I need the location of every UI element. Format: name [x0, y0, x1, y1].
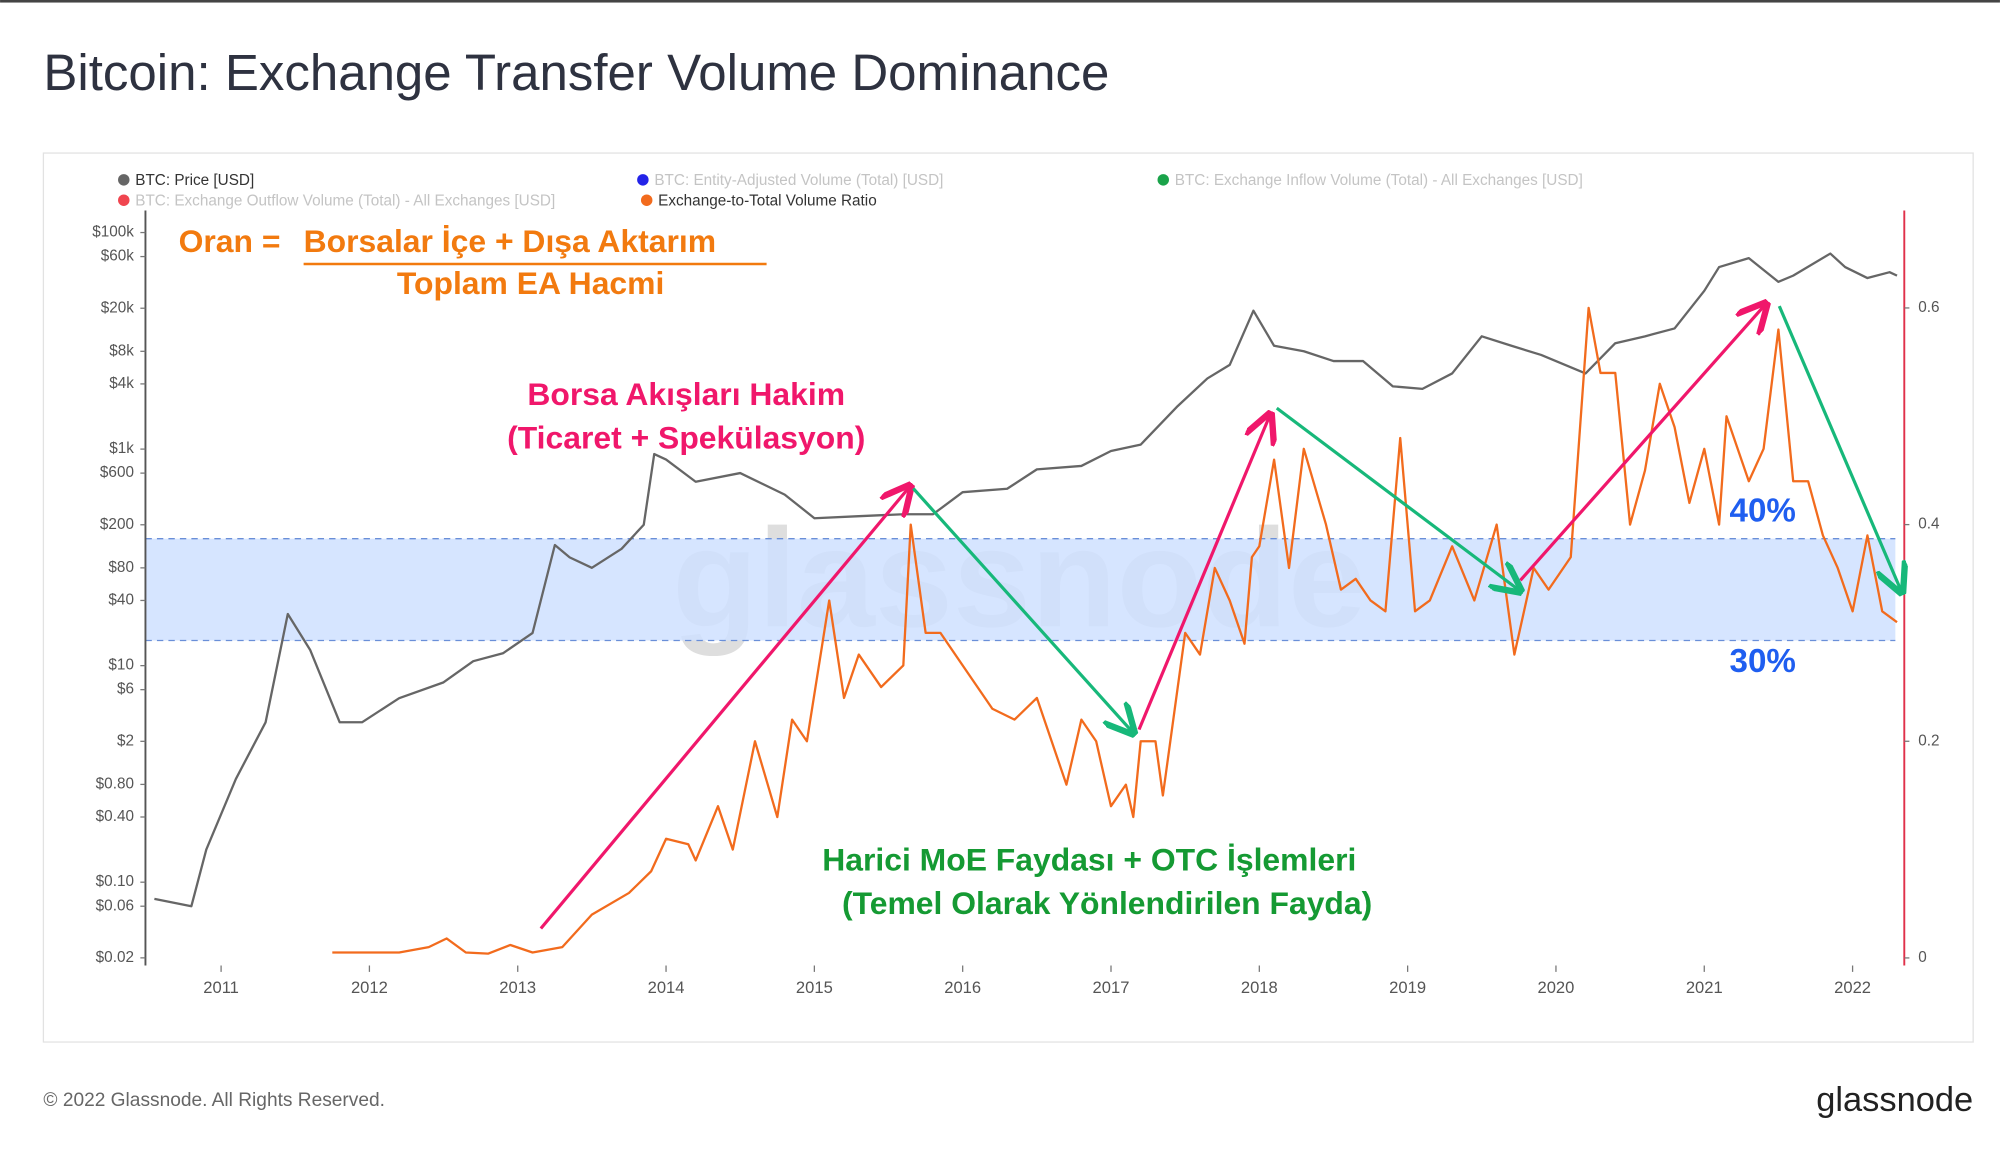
y-tick-label: $20k — [101, 299, 135, 316]
band-label: 30% — [1730, 643, 1796, 680]
footer: © 2022 Glassnode. All Rights Reserved. — [43, 1090, 385, 1111]
pink-note: (Ticaret + Spekülasyon) — [507, 419, 865, 455]
y2-tick-label: 0.2 — [1918, 732, 1939, 749]
band — [145, 538, 1896, 641]
x-tick-label: 2019 — [1389, 978, 1426, 997]
y-tick-label: $1k — [109, 440, 134, 457]
formula-denominator: Toplam EA Hacmi — [397, 265, 664, 301]
arrow — [1137, 417, 1269, 731]
formula-lhs: Oran = — [179, 223, 281, 259]
y-tick-label: $0.80 — [96, 775, 134, 792]
logo: glassnode — [1816, 1081, 1973, 1119]
x-tick-label: 2013 — [499, 978, 536, 997]
x-tick-label: 2021 — [1686, 978, 1723, 997]
top-border — [0, 0, 2000, 3]
y-tick-label: $0.40 — [96, 808, 134, 825]
y-tick-label: $80 — [108, 559, 134, 576]
series-line — [154, 252, 1898, 908]
y-tick-label: $0.06 — [96, 897, 134, 914]
page-title: Bitcoin: Exchange Transfer Volume Domina… — [43, 44, 1109, 101]
arrow — [912, 487, 1131, 730]
y-tick-label: $100k — [92, 224, 134, 241]
formula-numerator: Borsalar İçe + Dışa Aktarım — [304, 223, 717, 259]
y-tick-label: $60k — [101, 248, 135, 265]
pink-note: Borsa Akışları Hakim — [527, 376, 845, 412]
y2-tick-label: 0 — [1918, 949, 1927, 966]
arrow — [1275, 406, 1518, 589]
x-tick-label: 2020 — [1538, 978, 1575, 997]
x-tick-label: 2012 — [351, 978, 388, 997]
legend-label: BTC: Exchange Inflow Volume (Total) - Al… — [1175, 172, 1583, 189]
x-tick-label: 2014 — [648, 978, 685, 997]
x-tick-label: 2016 — [944, 978, 981, 997]
y2-tick-label: 0.6 — [1918, 299, 1939, 316]
legend-dot — [637, 174, 649, 186]
band-label: 40% — [1730, 492, 1796, 529]
legend-label: BTC: Exchange Outflow Volume (Total) - A… — [135, 193, 555, 210]
x-tick-label: 2015 — [796, 978, 833, 997]
legend-dot — [118, 194, 130, 206]
y-tick-label: $4k — [109, 375, 134, 392]
y-tick-label: $6 — [117, 681, 134, 698]
legend-label: Exchange-to-Total Volume Ratio — [658, 193, 877, 210]
legend-dot — [118, 174, 130, 186]
green-note: (Temel Olarak Yönlendirilen Fayda) — [842, 885, 1372, 921]
x-tick-label: 2018 — [1241, 978, 1278, 997]
arrow — [539, 488, 908, 930]
annotations: Oran = Borsalar İçe + Dışa Aktarım Topla… — [179, 223, 1901, 930]
x-tick-label: 2017 — [1093, 978, 1130, 997]
legend-label: BTC: Price [USD] — [135, 172, 254, 189]
y-tick-label: $600 — [100, 464, 134, 481]
x-tick-label: 2022 — [1834, 978, 1871, 997]
x-tick-label: 2011 — [203, 978, 239, 997]
y-tick-label: $40 — [108, 592, 134, 609]
y-tick-label: $10 — [108, 657, 134, 674]
y-tick-label: $8k — [109, 342, 134, 359]
series-line — [332, 306, 1898, 955]
y-tick-label: $200 — [100, 516, 134, 533]
arrow — [1519, 306, 1764, 582]
legend-label: BTC: Entity-Adjusted Volume (Total) [USD… — [654, 172, 943, 189]
y2-tick-label: 0.4 — [1918, 516, 1940, 533]
arrow — [1777, 305, 1900, 589]
chart-frame — [42, 152, 1974, 1043]
y-tick-label: $0.10 — [96, 873, 134, 890]
green-note: Harici MoE Faydası + OTC İşlemleri — [822, 842, 1356, 878]
legend-dot — [640, 194, 653, 206]
legend-dot — [1157, 174, 1169, 186]
y-tick-label: $0.02 — [96, 949, 134, 966]
y-tick-label: $2 — [117, 732, 134, 749]
